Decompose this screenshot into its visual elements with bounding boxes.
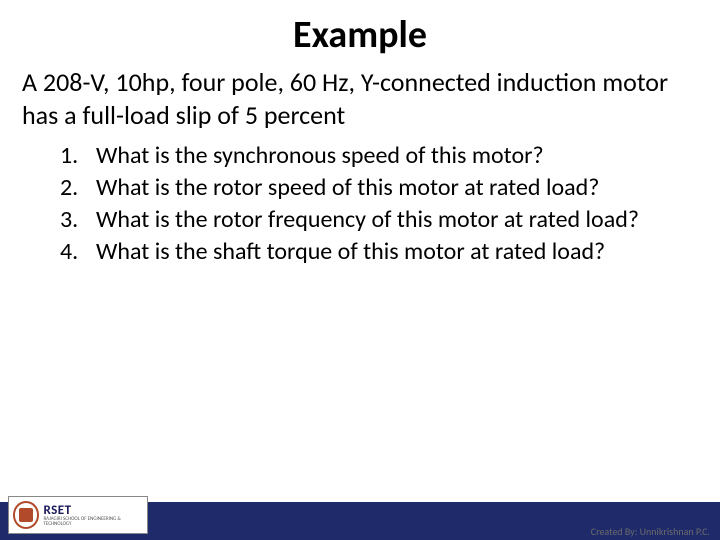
item-text: What is the rotor speed of this motor at… [96,173,692,203]
credit-text: Created By: Unnikrishnan P.C. [591,525,710,538]
item-number: 2. [60,173,96,203]
item-number: 1. [60,141,96,171]
logo-inner-icon [19,508,33,522]
item-text: What is the synchronous speed of this mo… [96,141,692,171]
list-item: 3. What is the rotor frequency of this m… [60,205,692,235]
logo-sub-text: RAJAGIRI SCHOOL OF ENGINEERING & TECHNOL… [43,517,143,527]
item-text: What is the shaft torque of this motor a… [96,237,692,267]
item-number: 4. [60,237,96,267]
item-text: What is the rotor frequency of this moto… [96,205,692,235]
list-item: 1. What is the synchronous speed of this… [60,141,692,171]
slide: Example A 208-V, 10hp, four pole, 60 Hz,… [0,0,720,540]
logo-text-group: RSET RAJAGIRI SCHOOL OF ENGINEERING & TE… [43,504,143,527]
logo-icon [13,501,39,529]
list-item: 2. What is the rotor speed of this motor… [60,173,692,203]
logo: RSET RAJAGIRI SCHOOL OF ENGINEERING & TE… [8,496,148,534]
logo-main-text: RSET [43,504,143,517]
slide-title: Example [0,0,720,66]
footer: RSET RAJAGIRI SCHOOL OF ENGINEERING & TE… [0,498,720,540]
item-number: 3. [60,205,96,235]
question-list: 1. What is the synchronous speed of this… [0,141,720,267]
list-item: 4. What is the shaft torque of this moto… [60,237,692,267]
problem-statement: A 208-V, 10hp, four pole, 60 Hz, Y-conne… [0,66,720,131]
